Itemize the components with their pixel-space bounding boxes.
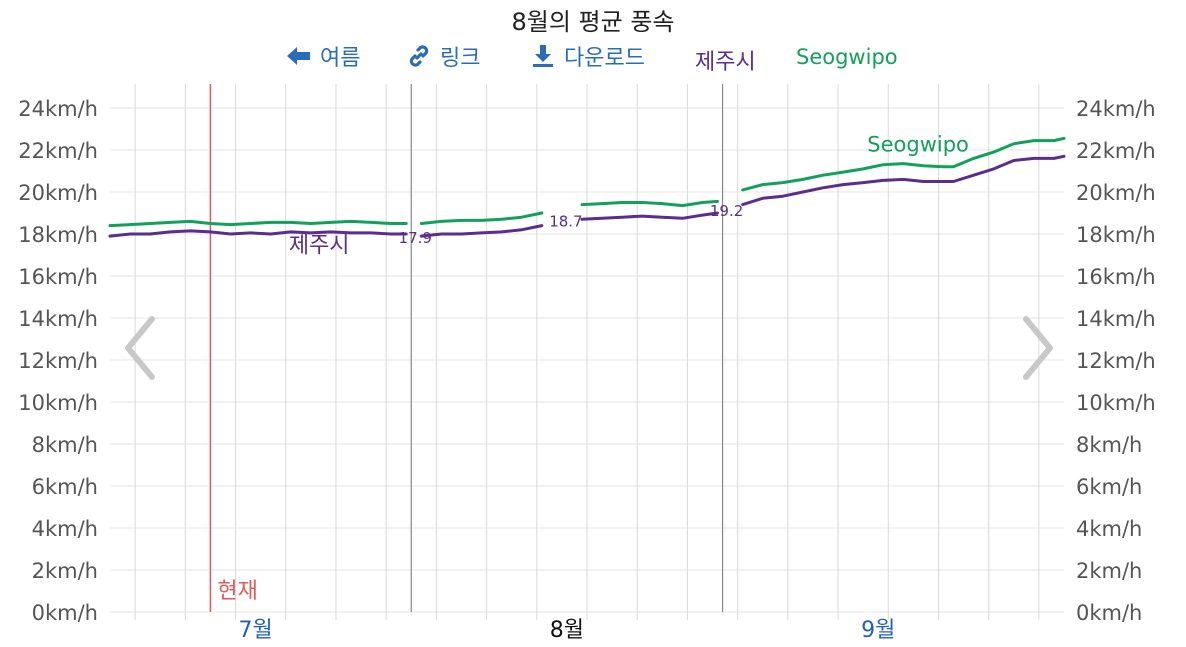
legend-jeju[interactable]: 제주시 xyxy=(695,50,756,75)
y-tick-label-left: 12km/h xyxy=(18,349,98,373)
y-tick-label-left: 6km/h xyxy=(32,475,98,499)
y-tick-label-left: 14km/h xyxy=(18,307,98,331)
series-line-seogwipo xyxy=(419,211,544,225)
series-label-jeju: 제주시 xyxy=(289,234,350,259)
next-month-arrow[interactable] xyxy=(1018,313,1058,383)
y-tick-label-right: 12km/h xyxy=(1076,349,1156,373)
y-tick-label-left: 10km/h xyxy=(18,391,98,415)
series-label-seogwipo: Seogwipo xyxy=(867,133,969,157)
y-tick-label-left: 16km/h xyxy=(18,265,98,289)
month-label: 7월 xyxy=(238,618,272,643)
y-tick-label-left: 4km/h xyxy=(32,517,98,541)
back-to-summer-button[interactable]: 여름 xyxy=(286,40,360,72)
series-line-jeju xyxy=(741,154,1066,207)
series-line-seogwipo xyxy=(741,136,1066,192)
y-tick-label-right: 18km/h xyxy=(1076,223,1156,247)
y-tick-label-right: 2km/h xyxy=(1076,559,1142,583)
month-label: 8월 xyxy=(550,618,584,643)
previous-month-arrow[interactable] xyxy=(120,313,160,383)
series-line-seogwipo xyxy=(108,219,408,228)
arrow-left-icon xyxy=(286,45,312,67)
y-tick-label-left: 8km/h xyxy=(32,433,98,457)
y-tick-label-left: 24km/h xyxy=(18,97,98,121)
legend-seogwipo[interactable]: Seogwipo xyxy=(796,45,898,69)
download-button[interactable]: 다운로드 xyxy=(530,40,645,72)
y-tick-label-left: 0km/h xyxy=(32,601,98,625)
link-button-label: 링크 xyxy=(440,46,481,71)
now-marker-label: 현재 xyxy=(217,579,257,604)
series-line-seogwipo xyxy=(580,199,719,208)
y-tick-label-right: 24km/h xyxy=(1076,97,1156,121)
y-tick-label-left: 2km/h xyxy=(32,559,98,583)
y-tick-label-right: 8km/h xyxy=(1076,433,1142,457)
y-tick-label-left: 22km/h xyxy=(18,139,98,163)
chevron-left-icon xyxy=(125,316,155,380)
link-icon xyxy=(406,43,432,69)
back-button-label: 여름 xyxy=(320,46,361,71)
series-line-jeju xyxy=(419,224,544,238)
y-tick-label-right: 14km/h xyxy=(1076,307,1156,331)
y-tick-label-left: 18km/h xyxy=(18,223,98,247)
y-tick-label-right: 20km/h xyxy=(1076,181,1156,205)
y-tick-label-right: 6km/h xyxy=(1076,475,1142,499)
download-icon xyxy=(530,43,556,69)
y-tick-label-right: 22km/h xyxy=(1076,139,1156,163)
data-label: 17.9 xyxy=(399,229,432,247)
y-tick-label-right: 0km/h xyxy=(1076,601,1142,625)
chart-title: 8월의 평균 풍속 xyxy=(511,8,675,36)
data-label: 19.2 xyxy=(710,202,743,220)
y-tick-label-right: 16km/h xyxy=(1076,265,1156,289)
series-line-jeju xyxy=(108,229,408,238)
chevron-right-icon xyxy=(1023,316,1053,380)
month-label: 9월 xyxy=(861,618,895,643)
chart-toolbar: 여름 링크 다운로드 제주시 Seogwipo xyxy=(0,40,1186,75)
y-tick-label-right: 10km/h xyxy=(1076,391,1156,415)
series-line-jeju xyxy=(580,211,719,221)
y-tick-label-right: 4km/h xyxy=(1076,517,1142,541)
download-button-label: 다운로드 xyxy=(564,46,645,71)
data-label: 18.7 xyxy=(549,212,582,230)
link-button[interactable]: 링크 xyxy=(406,40,480,72)
y-tick-label-left: 20km/h xyxy=(18,181,98,205)
